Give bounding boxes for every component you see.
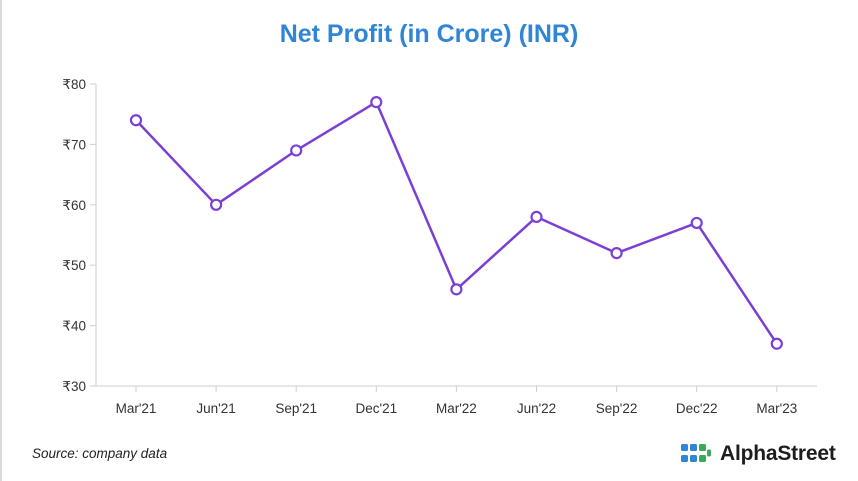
data-point	[770, 337, 783, 350]
x-tick-label: Mar'23	[756, 401, 797, 416]
brand: AlphaStreet	[680, 440, 836, 468]
y-tick-label: ₹30	[62, 379, 86, 394]
data-point	[690, 216, 703, 230]
y-axis: ₹30 ₹40 ₹50 ₹60 ₹70 ₹80	[62, 77, 97, 394]
x-tick-label: Mar'22	[436, 401, 477, 416]
x-tick-label: Mar'21	[116, 401, 157, 416]
y-tick-label: ₹50	[62, 258, 86, 273]
y-tick-label: ₹80	[62, 77, 86, 92]
data-point	[530, 210, 543, 223]
brand-name: AlphaStreet	[720, 442, 836, 465]
x-tick-label: Dec'22	[676, 401, 718, 416]
y-tick-label: ₹40	[62, 319, 86, 334]
data-point	[290, 144, 303, 157]
alphastreet-logo-icon	[681, 444, 711, 462]
left-border	[0, 0, 2, 481]
y-tick-label: ₹60	[62, 198, 86, 213]
data-point	[450, 283, 463, 296]
x-tick-label: Jun'21	[196, 401, 235, 416]
x-tick-label: Jun'22	[517, 401, 556, 416]
y-tick-label: ₹70	[62, 137, 86, 152]
x-axis: Mar'21 Jun'21 Sep'21 Dec'21 Mar'22 Jun'22 Sep'…	[96, 385, 817, 416]
chart-title: Net Profit (in Crore) (INR)	[279, 20, 579, 48]
data-point	[370, 96, 383, 109]
x-tick-label: Dec'21	[355, 401, 397, 416]
source-note: Source: company data	[32, 446, 168, 461]
data-points	[129, 96, 783, 350]
series-line	[135, 100, 778, 345]
x-tick-label: Sep'22	[596, 401, 638, 416]
data-point	[610, 247, 623, 260]
data-point	[129, 114, 143, 127]
data-point	[210, 198, 223, 211]
x-tick-label: Sep'21	[275, 401, 317, 416]
